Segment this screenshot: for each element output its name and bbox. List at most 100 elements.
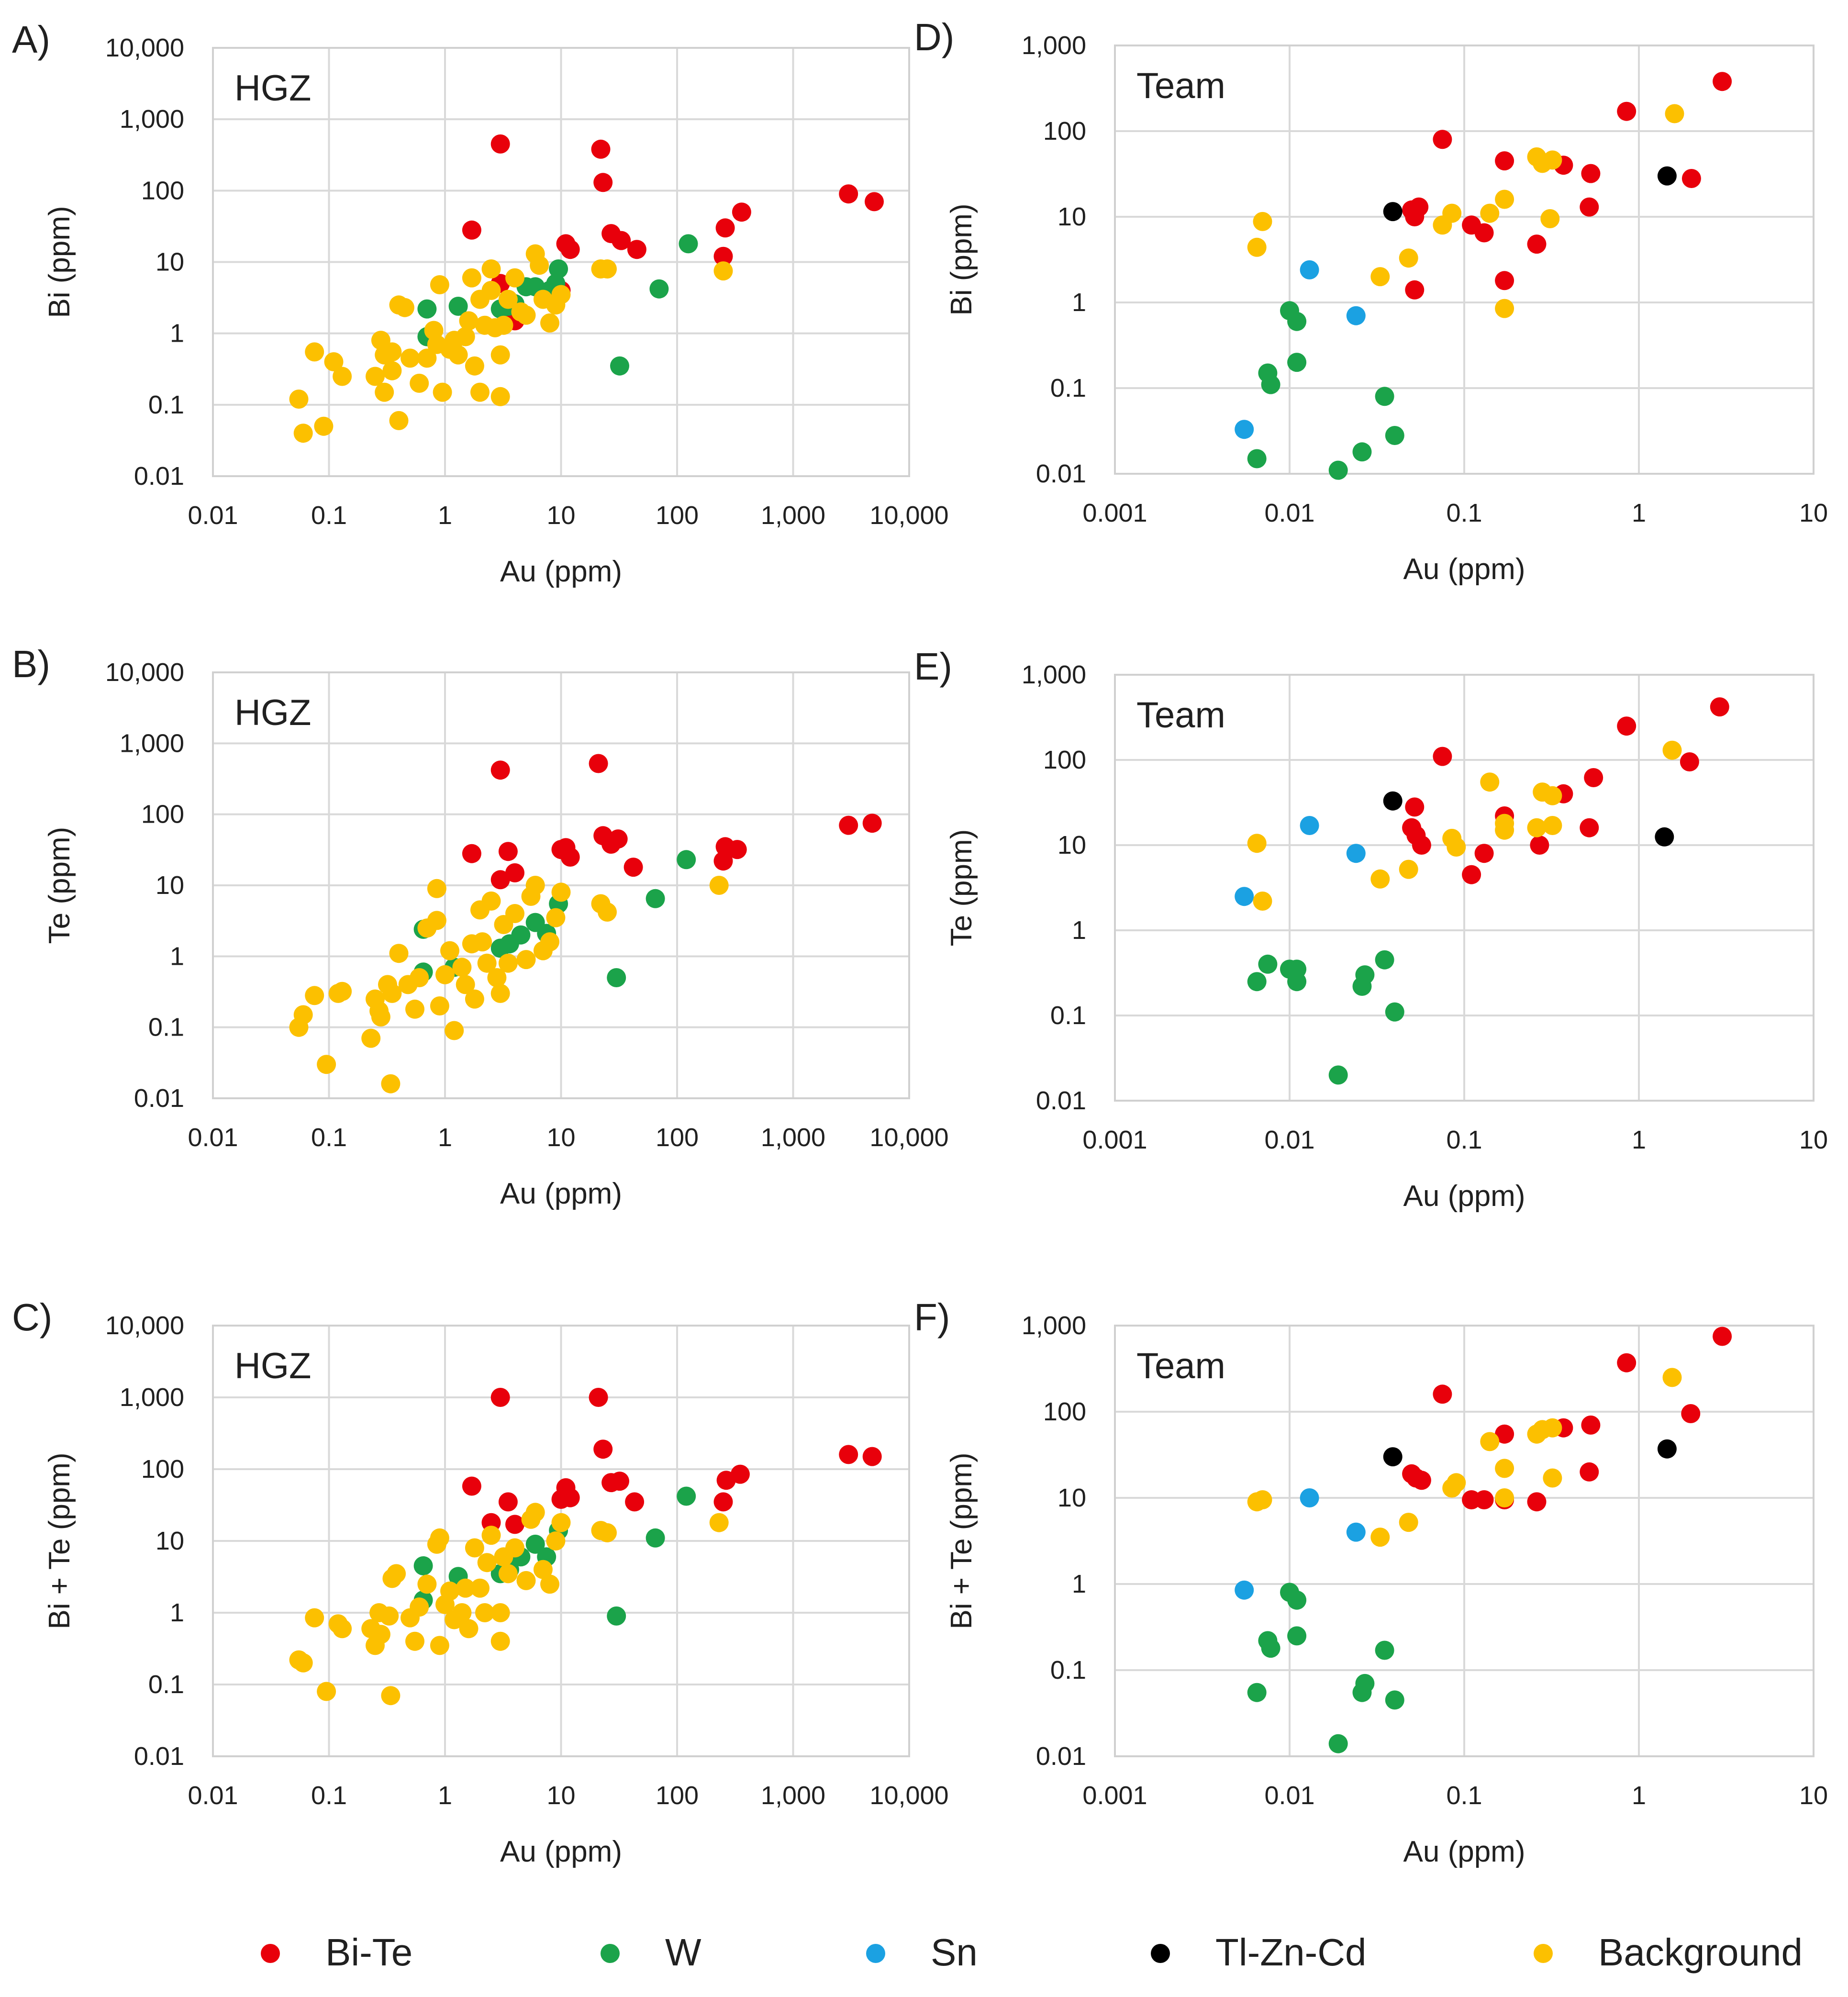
data-point [713, 261, 733, 281]
series-tl-zn-cd [1383, 166, 1677, 222]
data-point [560, 848, 580, 867]
y-tick-label: 100 [1043, 117, 1086, 145]
y-tick-label: 1,000 [120, 105, 184, 134]
y-tick-label: 10 [156, 248, 184, 277]
y-tick-label: 100 [1043, 746, 1086, 774]
data-point [456, 327, 475, 346]
data-point [607, 968, 626, 987]
legend-marker [1151, 1944, 1170, 1963]
data-point [540, 313, 559, 333]
data-point [1287, 959, 1307, 979]
data-point [459, 1619, 479, 1639]
y-tick-label: 1 [170, 942, 184, 971]
data-point [551, 1513, 571, 1532]
y-tick-label: 1,000 [1022, 1311, 1086, 1340]
x-tick-label: 0.001 [1082, 1126, 1147, 1154]
legend: Bi-Te W Sn Tl-Zn-Cd Background [261, 1931, 1803, 1974]
panel-inset-label: HGZ [234, 68, 311, 109]
x-tick-label: 10,000 [869, 501, 948, 530]
y-tick-label: 10 [1058, 202, 1086, 231]
series-w [1247, 950, 1404, 1085]
data-point [1680, 752, 1699, 771]
y-tick-label: 1,000 [120, 729, 184, 758]
data-point [477, 953, 497, 973]
y-axis-title: Te (ppm) [945, 829, 978, 947]
data-point [305, 342, 324, 362]
data-point [1409, 197, 1429, 217]
chart-panel-3: 0.01 0.1 1 10 100 1,000 10,000 0.01 0.1 1 10 100 1,0… [12, 643, 949, 1210]
x-axis-title: Au (ppm) [500, 1835, 622, 1868]
data-point [1383, 202, 1403, 222]
plot-frame [212, 671, 910, 1099]
x-tick-label: 1,000 [761, 501, 825, 530]
data-point [1581, 164, 1601, 183]
x-tick-label: 0.01 [188, 1123, 238, 1152]
chart-panel-2: 0.001 0.01 0.1 1 10 0.01 0.1 1 10 100 1,000 Au (ppm… [914, 16, 1828, 586]
data-point [1261, 1639, 1280, 1658]
data-point [473, 932, 492, 952]
data-point [481, 280, 501, 300]
data-point [1433, 747, 1452, 766]
x-tick-label: 10,000 [869, 1123, 948, 1152]
x-tick-label: 0.1 [1446, 1781, 1482, 1810]
data-point [1261, 375, 1280, 394]
data-point [1543, 1418, 1562, 1438]
data-point [839, 184, 858, 204]
data-point [317, 1055, 336, 1074]
panel-inset-label: HGZ [234, 692, 311, 733]
data-point [417, 299, 437, 319]
data-point [1474, 223, 1494, 243]
data-point [430, 1636, 449, 1655]
data-point [1247, 972, 1267, 992]
legend-label: Bi-Te [325, 1931, 412, 1974]
panel-letter: D) [914, 16, 954, 58]
data-point [1662, 1368, 1682, 1387]
legend-item-w: W [601, 1931, 701, 1974]
y-axis-title: Te (ppm) [43, 827, 76, 944]
data-point [865, 192, 884, 212]
data-point [481, 891, 501, 911]
data-point [456, 1578, 475, 1598]
data-point [1495, 1488, 1514, 1507]
x-tick-label: 0.01 [188, 501, 238, 530]
y-tick-label: 0.1 [1050, 1656, 1086, 1685]
data-point [462, 220, 481, 240]
y-tick-label: 10,000 [105, 1311, 184, 1340]
data-point [1399, 1513, 1418, 1532]
data-point [1375, 387, 1394, 406]
data-point [1399, 859, 1418, 879]
data-point [1617, 101, 1636, 121]
data-point [1480, 1432, 1500, 1451]
y-tick-label: 1,000 [1022, 31, 1086, 60]
data-point [1346, 844, 1366, 863]
data-point [382, 342, 402, 362]
x-tick-label: 10 [1799, 499, 1828, 527]
data-point [1287, 1590, 1307, 1610]
data-point [490, 760, 510, 780]
y-tick-label: 1 [1072, 916, 1086, 945]
x-tick-label: 1 [438, 501, 452, 530]
data-point [1375, 950, 1394, 970]
y-tick-label: 0.1 [148, 1013, 184, 1042]
data-point [1540, 209, 1560, 228]
x-tick-label: 0.01 [1264, 1781, 1314, 1810]
data-point [430, 275, 449, 294]
series-sn [1235, 1488, 1366, 1600]
y-tick-label: 10,000 [105, 33, 184, 62]
legend-label: Tl-Zn-Cd [1215, 1931, 1367, 1974]
data-point [470, 382, 490, 402]
y-tick-label: 10 [1058, 1484, 1086, 1512]
data-point [627, 240, 646, 259]
data-point [1399, 248, 1418, 268]
chart-panel-1: 0.01 0.1 1 10 100 1,000 10,000 0.01 0.1 1 10 100 1,0… [12, 18, 949, 588]
x-tick-label: 10 [1799, 1781, 1828, 1810]
data-point [490, 134, 510, 154]
x-tick-label: 0.1 [311, 1781, 347, 1810]
data-point [516, 1571, 536, 1590]
data-point [1405, 280, 1425, 300]
data-point [1495, 151, 1514, 171]
panel-letter: F) [914, 1296, 950, 1339]
chart-panel-5: 0.01 0.1 1 10 100 1,000 10,000 0.01 0.1 1 10 100 1,0… [12, 1296, 949, 1868]
data-point [1412, 1471, 1431, 1490]
data-point [549, 259, 568, 279]
